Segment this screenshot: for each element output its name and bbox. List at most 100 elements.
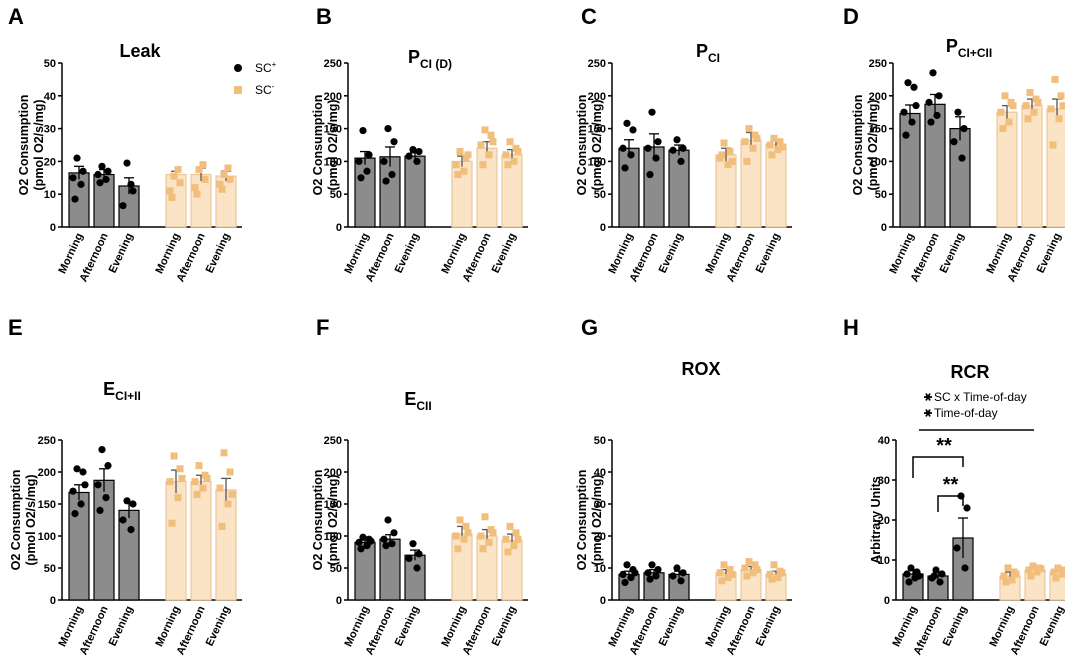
bar bbox=[476, 147, 498, 228]
data-point bbox=[69, 487, 77, 495]
legend-marker bbox=[234, 64, 242, 72]
data-point bbox=[481, 513, 489, 521]
data-point bbox=[102, 175, 110, 184]
panel-title-main: P bbox=[696, 41, 708, 61]
data-point bbox=[1012, 570, 1020, 578]
y-tick-label: 250 bbox=[324, 58, 342, 70]
data-point bbox=[216, 484, 224, 492]
panel-title: ROX bbox=[681, 359, 720, 379]
x-tick-label: Evening bbox=[1035, 231, 1064, 275]
data-point bbox=[73, 465, 81, 473]
significance-label: ** bbox=[936, 435, 952, 457]
y-axis-label-line: O2 Consumption bbox=[575, 470, 589, 571]
data-point bbox=[454, 545, 462, 553]
y-axis-label: Arbitrary Units bbox=[869, 476, 883, 564]
data-point bbox=[174, 166, 182, 174]
data-point bbox=[904, 79, 912, 87]
data-point bbox=[619, 144, 627, 152]
data-point bbox=[355, 538, 363, 547]
x-tick-label: Evening bbox=[204, 604, 233, 648]
data-point bbox=[104, 462, 112, 470]
data-point bbox=[415, 550, 423, 558]
data-point bbox=[489, 529, 497, 537]
data-point bbox=[1054, 564, 1062, 572]
panel-title: ECII bbox=[404, 389, 431, 413]
data-point bbox=[623, 561, 631, 569]
data-point bbox=[961, 564, 969, 572]
data-point bbox=[409, 540, 417, 548]
panel-title-sub: CI (D) bbox=[420, 57, 452, 71]
y-tick-label: 40 bbox=[594, 467, 606, 479]
significance-bracket: ** bbox=[937, 474, 964, 512]
data-point bbox=[195, 166, 203, 174]
data-point bbox=[1037, 565, 1045, 573]
legend-label-text: SC bbox=[255, 61, 272, 75]
y-axis-label-line: O2 Consumption bbox=[9, 470, 23, 571]
data-point bbox=[930, 572, 938, 580]
bar bbox=[379, 156, 401, 228]
data-point bbox=[623, 119, 631, 127]
data-point bbox=[652, 154, 660, 162]
panel-title: RCR bbox=[951, 362, 990, 382]
data-point bbox=[487, 131, 495, 139]
data-point bbox=[380, 157, 388, 165]
legend-marker bbox=[234, 86, 242, 94]
data-point bbox=[199, 484, 207, 492]
stat-star-stroke bbox=[925, 409, 931, 417]
x-tick-label: Evening bbox=[657, 604, 686, 648]
panel-title-main: P bbox=[408, 47, 420, 67]
data-point bbox=[1034, 98, 1042, 106]
y-tick-label: 30 bbox=[594, 499, 606, 511]
data-point bbox=[380, 535, 388, 543]
data-point bbox=[749, 144, 757, 152]
panel-title-sub: CII bbox=[416, 399, 431, 413]
data-point bbox=[768, 151, 776, 159]
y-tick-label: 200 bbox=[588, 91, 606, 103]
panel-label: A bbox=[8, 4, 24, 29]
legend: SC+SC- bbox=[234, 60, 277, 97]
x-tick-label: Evening bbox=[107, 604, 136, 648]
stat-label: Time-of-day bbox=[934, 406, 998, 420]
bracket-line bbox=[912, 456, 964, 478]
data-point bbox=[673, 564, 681, 572]
bar bbox=[404, 554, 426, 601]
stat-star-stroke bbox=[925, 393, 931, 401]
data-point bbox=[900, 108, 908, 116]
bracket-line bbox=[937, 495, 964, 512]
y-tick-label: 10 bbox=[44, 189, 56, 201]
y-tick-label: 30 bbox=[44, 124, 56, 136]
data-point bbox=[123, 159, 131, 167]
data-point bbox=[98, 446, 106, 454]
data-point bbox=[925, 98, 933, 106]
y-axis-label-line: (pmol O2/s/mg) bbox=[32, 100, 46, 191]
y-tick-label: 250 bbox=[38, 435, 56, 447]
legend-label: SC+ bbox=[255, 60, 277, 75]
y-tick-label: 100 bbox=[38, 531, 56, 543]
data-point bbox=[753, 134, 761, 142]
y-tick-label: 150 bbox=[324, 124, 342, 136]
data-point bbox=[367, 537, 375, 545]
data-point bbox=[768, 575, 776, 583]
legend-label-sup: - bbox=[272, 82, 275, 91]
data-point bbox=[669, 572, 677, 580]
data-point bbox=[903, 570, 911, 578]
data-point bbox=[224, 500, 232, 508]
data-point bbox=[460, 535, 468, 543]
data-point bbox=[226, 175, 234, 183]
bar bbox=[190, 481, 212, 601]
y-axis-label: O2 Consumption(pmol O2/s/mg) bbox=[311, 95, 340, 196]
y-axis-label-line: O2 Consumption bbox=[17, 95, 31, 196]
data-point bbox=[79, 468, 87, 476]
data-point bbox=[745, 125, 753, 133]
data-point bbox=[997, 108, 1005, 116]
data-point bbox=[77, 500, 85, 508]
data-point bbox=[71, 195, 79, 203]
data-point bbox=[669, 146, 677, 154]
y-tick-label: 0 bbox=[884, 595, 890, 607]
data-point bbox=[776, 138, 784, 146]
y-tick-label: 20 bbox=[594, 531, 606, 543]
legend-label-text: SC bbox=[255, 83, 272, 97]
y-tick-label: 200 bbox=[324, 467, 342, 479]
data-point bbox=[953, 544, 961, 552]
data-point bbox=[166, 478, 174, 486]
